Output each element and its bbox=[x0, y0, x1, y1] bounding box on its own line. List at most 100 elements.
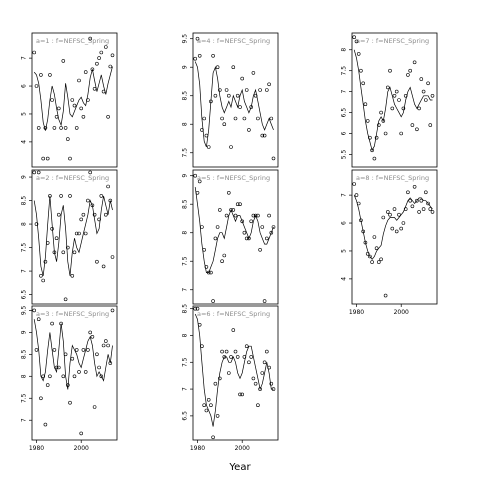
data-point bbox=[238, 392, 242, 397]
data-point bbox=[385, 85, 390, 90]
data-point bbox=[352, 182, 357, 186]
data-point bbox=[81, 348, 86, 352]
data-point bbox=[101, 264, 106, 269]
data-point bbox=[271, 156, 276, 161]
data-point bbox=[244, 236, 249, 241]
data-point bbox=[90, 203, 95, 208]
y-tick-label: 7 bbox=[21, 269, 28, 273]
data-point bbox=[52, 348, 57, 352]
y-tick-label: 5.5 bbox=[341, 149, 348, 159]
data-point bbox=[66, 137, 70, 141]
data-point bbox=[59, 126, 63, 130]
data-point bbox=[242, 116, 247, 121]
data-point bbox=[204, 133, 209, 138]
data-point bbox=[368, 254, 372, 259]
y-tick-label: 8 bbox=[182, 231, 189, 235]
data-point bbox=[34, 348, 39, 352]
data-point bbox=[39, 273, 43, 278]
data-point bbox=[81, 212, 86, 217]
data-point bbox=[262, 299, 267, 303]
data-point bbox=[412, 60, 417, 65]
data-point bbox=[397, 212, 401, 217]
data-point bbox=[61, 59, 66, 63]
data-point bbox=[253, 93, 258, 98]
data-point bbox=[83, 231, 88, 236]
y-tick-label: 7.5 bbox=[21, 393, 28, 403]
x-tick-label: 1980 bbox=[349, 309, 364, 316]
data-point bbox=[88, 170, 92, 175]
panel-age-4: a=4 : f=NEFSC_Spring 7.5 8 8.5 9 9.5 bbox=[182, 32, 279, 168]
y-tick-label: 7.5 bbox=[182, 357, 189, 367]
data-point bbox=[376, 123, 381, 127]
data-point bbox=[213, 93, 218, 98]
data-point bbox=[359, 68, 363, 73]
data-point bbox=[242, 230, 247, 235]
data-point bbox=[104, 45, 108, 49]
data-point bbox=[68, 194, 72, 198]
data-point bbox=[421, 89, 426, 94]
data-point bbox=[88, 36, 92, 41]
data-point bbox=[195, 36, 200, 41]
data-point bbox=[249, 105, 253, 109]
data-point bbox=[215, 414, 220, 418]
data-point bbox=[388, 212, 392, 217]
data-point bbox=[374, 135, 379, 140]
data-point bbox=[56, 212, 61, 217]
data-point bbox=[39, 396, 43, 401]
data-point bbox=[227, 191, 231, 195]
data-point bbox=[77, 231, 81, 236]
data-point bbox=[206, 270, 211, 275]
data-point bbox=[390, 226, 395, 231]
data-point bbox=[74, 231, 79, 236]
data-point bbox=[267, 213, 271, 218]
data-point bbox=[256, 116, 260, 121]
data-point bbox=[262, 360, 267, 365]
y-tick-label: 8 bbox=[182, 333, 189, 337]
data-point bbox=[206, 397, 211, 402]
data-point bbox=[99, 50, 104, 55]
data-point bbox=[419, 77, 424, 81]
panel-age-3: a=3 : f=NEFSC_Spring 7 7.5 8 8.5 9 9.5 1980 2000 bbox=[21, 305, 118, 452]
data-point bbox=[392, 207, 397, 211]
data-point bbox=[262, 133, 267, 138]
data-point bbox=[202, 248, 206, 252]
data-point bbox=[193, 306, 197, 311]
y-tick-label: 7.5 bbox=[182, 148, 189, 158]
data-point bbox=[224, 88, 229, 92]
panel-age-7: a=7 : f=NEFSC_Spring 5.5 6 6.5 7 7.5 8 bbox=[341, 32, 438, 168]
data-point bbox=[269, 381, 274, 386]
fit-line bbox=[33, 319, 113, 390]
y-tick-label: 9 bbox=[182, 174, 189, 178]
panel-frame bbox=[31, 32, 118, 168]
y-tick-label: 7 bbox=[341, 193, 348, 197]
data-point bbox=[52, 250, 57, 255]
y-tick-label: 7.5 bbox=[341, 66, 348, 76]
data-point bbox=[238, 105, 242, 109]
data-point bbox=[222, 253, 227, 258]
fit-line bbox=[353, 49, 433, 152]
data-point bbox=[56, 106, 61, 111]
data-point bbox=[41, 374, 46, 379]
data-point bbox=[52, 126, 57, 130]
data-point bbox=[200, 344, 204, 349]
data-point bbox=[63, 297, 68, 302]
data-point bbox=[428, 207, 433, 211]
x-axis-label: Year bbox=[228, 462, 251, 473]
data-point bbox=[108, 361, 113, 365]
data-point bbox=[356, 52, 361, 56]
y-tick-label: 8 bbox=[21, 374, 28, 378]
data-point bbox=[238, 202, 242, 206]
y-tick-label: 8.5 bbox=[182, 199, 189, 209]
data-point bbox=[426, 201, 430, 206]
data-point bbox=[45, 383, 50, 387]
data-point bbox=[204, 408, 209, 413]
data-point bbox=[260, 371, 265, 375]
data-point bbox=[399, 131, 404, 136]
y-tick-label: 9.5 bbox=[21, 305, 28, 315]
data-point bbox=[72, 374, 77, 379]
data-point bbox=[77, 370, 81, 374]
data-point bbox=[381, 119, 386, 123]
data-point bbox=[264, 88, 269, 92]
panel-age-8: a=8 : f=NEFSC_Spring 4 5 6 7 1980 2000 bbox=[341, 169, 438, 316]
data-point bbox=[356, 201, 361, 206]
